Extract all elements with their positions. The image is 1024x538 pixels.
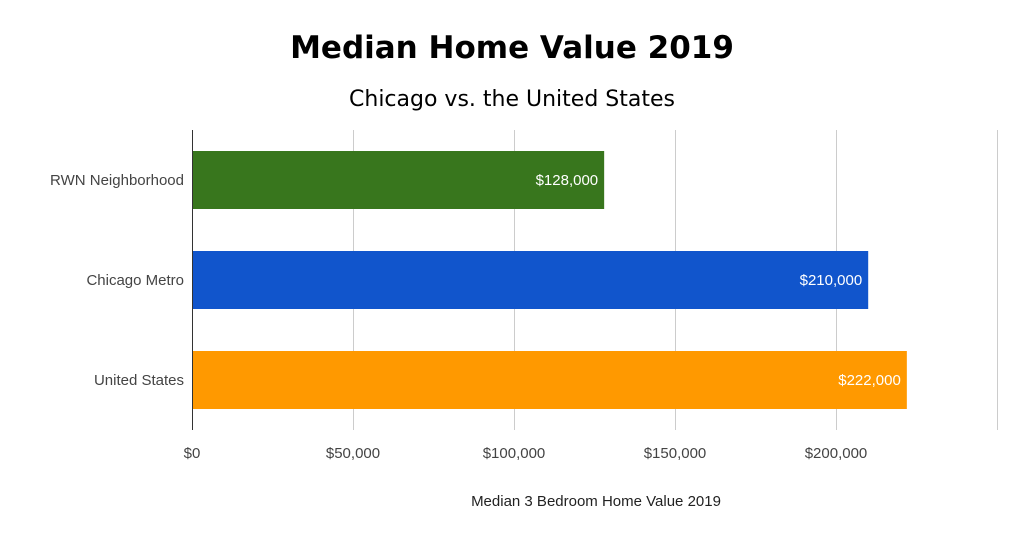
x-axis-tick-labels: $0 $50,000 $100,000 $150,000 $200,000: [184, 445, 868, 462]
bar: [192, 351, 907, 409]
chart-subtitle: Chicago vs. the United States: [349, 87, 675, 112]
category-label: Chicago Metro: [86, 272, 184, 289]
bar: [192, 251, 869, 309]
category-label: RWN Neighborhood: [50, 172, 184, 189]
bars: $128,000 $210,000 $222,000: [192, 151, 907, 409]
bar: [192, 151, 605, 209]
bar-value-label: $222,000: [838, 372, 901, 389]
category-labels: RWN Neighborhood Chicago Metro United Stat…: [50, 172, 184, 389]
category-label: United States: [94, 372, 184, 389]
bar-value-label: $210,000: [800, 272, 863, 289]
x-tick-label: $50,000: [326, 445, 380, 462]
bar-value-label: $128,000: [536, 172, 599, 189]
x-tick-label: $100,000: [483, 445, 546, 462]
x-tick-label: $200,000: [805, 445, 868, 462]
x-tick-label: $150,000: [644, 445, 707, 462]
chart-title: Median Home Value 2019: [290, 30, 734, 66]
x-axis-title: Median 3 Bedroom Home Value 2019: [471, 493, 721, 510]
x-tick-label: $0: [184, 445, 201, 462]
